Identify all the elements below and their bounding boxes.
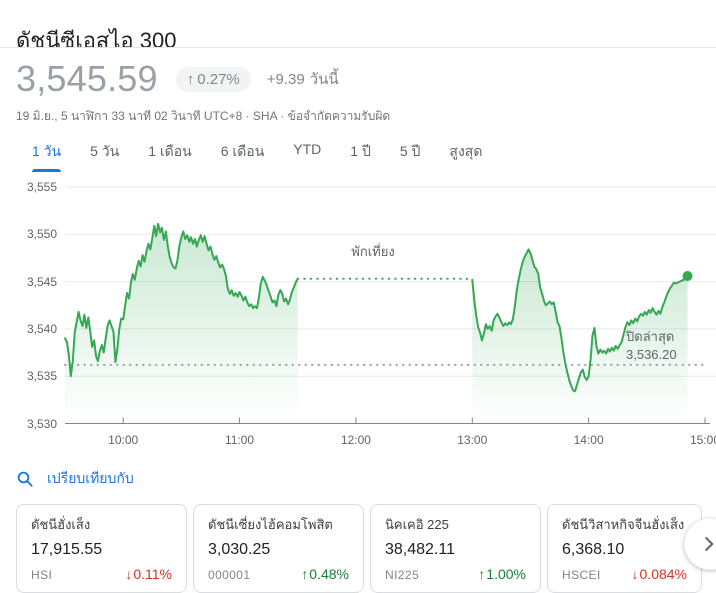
search-icon [17,471,33,487]
index-ticker: NI225 [385,568,420,582]
x-axis-label: 11:00 [224,433,255,447]
index-card[interactable]: ดัชนีวิสาหกิจจีนฮั่งเส็ง 6,368.10 HSCEI ↓0.… [547,504,702,593]
index-card[interactable]: ดัชนีฮั่งเส็ง 17,915.55 HSI ↓0.11% [16,504,187,593]
index-value: 17,915.55 [31,541,103,558]
up-arrow-icon: ↑ [478,566,486,582]
index-change: ↓0.11% [125,566,172,582]
quote-row: 3,545.59 ↑ 0.27% +9.39 วันนี้ [16,58,339,100]
price-chart[interactable]: 3,530 3,535 3,540 3,545 3,550 3,555 10:00 11:0… [0,175,716,463]
chevron-right-icon [705,537,714,551]
index-card-footer: HSCEI ↓0.084% [562,566,687,582]
x-axis-label: 13:00 [457,433,488,447]
index-card-footer: 000001 ↑0.48% [208,566,349,582]
index-card-footer: NI225 ↑1.00% [385,566,526,582]
index-card[interactable]: ดัชนีเซี่ยงไฮ้คอมโพสิต 3,030.25 000001 ↑0.4… [193,504,364,593]
index-ticker: HSCEI [562,568,601,582]
index-ticker: 000001 [208,568,251,582]
y-axis-label: 3,545 [26,274,57,289]
y-axis: 3,530 3,535 3,540 3,545 3,550 3,555 [0,180,57,432]
index-change-percent: 0.11% [133,566,172,582]
last-price-dot [682,271,693,282]
price-line [64,222,299,378]
change-absolute-value: +9.39 [266,71,305,88]
quote-timestamp: 19 มิ.ย., 5 นาฬิกา 33 นาที 02 วินาที UTC… [16,109,285,123]
index-change: ↑1.00% [478,566,526,582]
index-value: 6,368.10 [562,541,625,558]
index-change-percent: 0.48% [309,566,349,582]
range-tab[interactable]: 5 วัน [90,143,120,159]
y-axis-label: 3,550 [26,227,57,242]
current-price: 3,545.59 [16,58,158,99]
previous-close-caption: ปิดล่าสุด [626,329,675,344]
previous-close-value: 3,536.20 [626,347,677,362]
range-tab[interactable]: YTD [293,141,322,157]
index-name: ดัชนีเซี่ยงไฮ้คอมโพสิต [208,517,333,532]
range-tab[interactable]: สูงสุด [449,143,483,159]
change-percent-value: 0.27% [197,70,240,88]
index-name: นิคเคอิ 225 [385,517,449,532]
header-divider [0,47,716,48]
range-tab[interactable]: 1 วัน [32,141,62,172]
page-title: ดัชนีซีเอสไอ 300 [16,27,177,53]
disclaimer-link[interactable]: ข้อจำกัดความรับผิด [287,109,391,123]
index-card-footer: HSI ↓0.11% [31,566,172,582]
index-value: 3,030.25 [208,541,271,558]
range-tab[interactable]: 1 ปี [350,143,371,159]
x-axis-label: 15:00 [689,433,716,447]
price-area [472,249,688,424]
range-tab[interactable]: 6 เดือน [220,143,265,159]
y-axis-label: 3,540 [26,321,57,336]
compare-label: เปรียบเทียบกับ [47,470,134,486]
up-arrow-icon: ↑ [186,70,195,88]
range-tab[interactable]: 1 เดือน [148,143,192,159]
range-tab[interactable]: 5 ปี [399,143,421,159]
x-axis-label: 12:00 [340,433,371,447]
index-ticker: HSI [31,568,53,582]
index-change: ↓0.084% [632,566,687,582]
index-card[interactable]: นิคเคอิ 225 38,482.11 NI225 ↑1.00% [370,504,541,593]
change-period-label: วันนี้ [309,71,339,88]
y-axis-label: 3,535 [26,369,57,384]
price-line [471,248,689,393]
index-name: ดัชนีฮั่งเส็ง [31,517,91,532]
x-axis-label: 10:00 [108,433,139,447]
previous-close-label: ปิดล่าสุด 3,536.20 [626,328,677,364]
down-arrow-icon: ↓ [631,566,639,582]
change-absolute: +9.39 วันนี้ [267,67,339,91]
price-area [65,223,298,424]
chart-canvas [64,186,716,424]
index-value: 38,482.11 [385,541,455,558]
x-axis-label: 14:00 [573,433,604,447]
index-name: ดัชนีวิสาหกิจจีนฮั่งเส็ง [562,517,685,532]
lunch-break-label: พักเที่ยง [351,244,395,259]
index-change: ↑0.48% [301,566,349,582]
down-arrow-icon: ↓ [125,566,133,582]
y-axis-label: 3,555 [26,180,57,194]
quote-meta: 19 มิ.ย., 5 นาฬิกา 33 นาที 02 วินาที UTC… [16,107,390,126]
change-percent-badge: ↑ 0.27% [175,66,251,92]
index-change-percent: 1.00% [486,566,526,582]
index-change-percent: 0.084% [639,566,687,582]
up-arrow-icon: ↑ [301,566,309,582]
related-indices: ดัชนีฮั่งเส็ง 17,915.55 HSI ↓0.11% ดัชนีเซี่… [16,504,702,593]
compare-row[interactable]: เปรียบเทียบกับ [16,468,134,490]
y-axis-label: 3,530 [26,416,57,431]
range-tabs: 1 วัน 5 วัน 1 เดือน 6 เดือน YTD 1 ปี 5 ปี สูงสุ… [32,141,482,172]
